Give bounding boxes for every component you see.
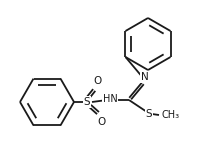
Text: CH₃: CH₃: [162, 110, 180, 120]
Text: S: S: [146, 109, 152, 119]
Text: HN: HN: [103, 94, 117, 104]
Text: O: O: [93, 76, 101, 86]
Text: S: S: [84, 97, 90, 107]
Text: N: N: [141, 72, 149, 82]
Text: O: O: [97, 117, 105, 127]
